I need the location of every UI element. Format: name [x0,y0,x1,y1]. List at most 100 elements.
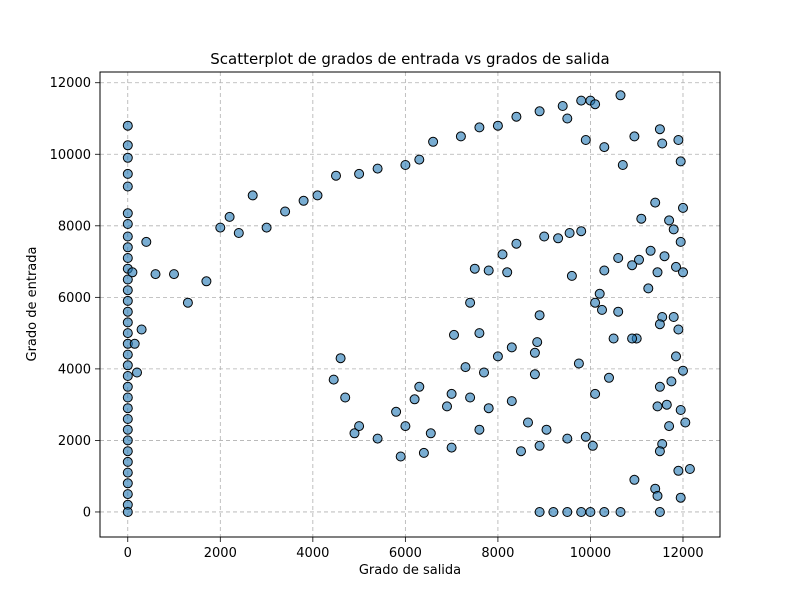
scatter-point [428,136,439,147]
scatter-point [474,122,485,133]
scatter-point [298,195,309,206]
scatter-point [122,349,133,360]
scatter-point [122,467,133,478]
x-axis-title: Grado de salida [359,563,461,578]
scatter-point [580,135,591,145]
scatter-point [479,367,489,378]
scatter-point [506,396,517,407]
scatter-point [312,190,323,201]
scatter-point [400,160,411,170]
scatter-point [629,131,640,142]
scatter-point [414,154,425,165]
scatter-point [599,265,610,276]
scatter-point [122,371,133,381]
scatter-point [678,202,688,213]
scatter-point [534,310,545,321]
scatter-point [576,507,587,517]
scatter-point [594,288,605,299]
scatter-point [129,338,140,349]
scatter-point [636,213,647,224]
scatter-point [590,388,601,399]
scatter-point [418,447,429,458]
scatter-point [492,120,503,131]
scatter-point [613,306,624,317]
scatter-point [532,337,543,348]
scatter-point [675,405,686,415]
y-tick-label: 8000 [58,219,91,234]
y-tick-label: 6000 [58,291,91,306]
y-tick-label: 10000 [50,148,91,163]
x-tick-label: 10000 [570,546,611,561]
scatter-point [122,317,133,328]
scatter-point [354,168,365,179]
scatter-point [673,465,684,476]
scatter-point [455,131,466,142]
scatter-point [328,374,339,385]
scatter-point [122,306,133,317]
scatter-point [474,328,485,339]
scatter-point [122,507,133,517]
scatter-point [449,329,459,340]
scatter-point [483,265,494,276]
scatter-point [652,490,663,501]
scatter-point [122,285,133,296]
scatter-point [576,95,587,106]
scatter-point [122,435,133,446]
scatter-point [680,417,691,428]
scatter-point [541,424,552,435]
scatter-point [652,401,663,412]
y-axis-title: Grado de entrada [25,247,40,362]
y-tick-label: 0 [83,505,91,520]
scatter-point [668,312,679,322]
scatter-point [615,507,626,517]
scatter-point [650,197,661,208]
scatter-point [169,269,179,280]
scatter-point [627,260,638,271]
scatter-point [634,254,644,265]
scatter-point [664,421,675,432]
scatter-point [617,160,628,170]
scatter-point [372,163,383,174]
scatter-point [654,319,665,330]
scatter-point [127,267,138,278]
scatter-point [497,249,508,260]
scatter-point [657,138,668,149]
scatter-point [684,464,695,474]
scatter-point [678,365,688,376]
scatter-point [666,376,677,387]
scatter-point [599,507,610,517]
scatter-point [141,236,152,247]
scatter-point [201,276,212,287]
scatter-point [247,190,258,201]
scatter-point [627,333,638,344]
scatter-point [469,263,480,274]
scatter-point [673,135,684,145]
scatter-point [645,245,656,256]
y-tick-label: 2000 [58,434,91,449]
x-tick-label: 6000 [389,546,422,561]
scatter-point [465,392,476,403]
scatter-point [122,360,133,371]
scatter-point [425,428,436,439]
scatter-point [483,403,494,414]
y-axis: 0 2000 4000 6000 8000 10000 12000 [50,76,100,520]
scatter-point [597,304,607,315]
scatter-point [122,381,133,392]
grid [100,72,720,537]
scatter-point [643,283,654,294]
scatter-point [122,274,133,285]
scatter-point [122,392,133,403]
scatter-point [122,403,133,414]
scatter-point [349,428,360,439]
scatter-point [654,381,665,392]
scatter-point [122,424,133,435]
scatter-point [502,267,513,278]
scatter-point [122,253,133,263]
scatter-point [661,399,672,410]
scatter-point [671,261,681,272]
scatter-point [506,342,517,353]
x-tick-label: 4000 [296,546,329,561]
scatter-point [122,489,133,500]
scatter-point [331,170,341,181]
